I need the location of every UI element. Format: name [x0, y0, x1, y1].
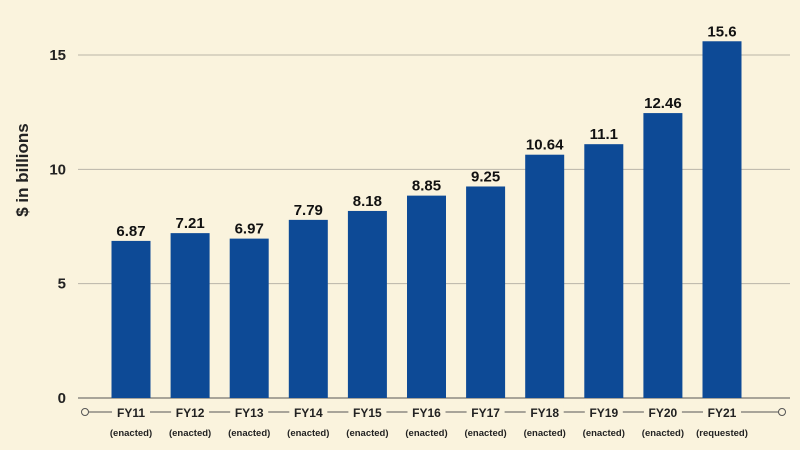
- x-label-backdrop: [171, 404, 210, 420]
- value-labels: 6.87 7.21 6.97 7.79 8.18 8.85 9.25 10.64 11.1 12.…: [116, 23, 736, 240]
- x-tick-label: FY13: [235, 406, 264, 420]
- bar-fy14: [288, 219, 328, 398]
- x-tick-sublabel: (enacted): [228, 428, 270, 439]
- value-label: 6.87: [116, 223, 145, 240]
- x-tick-label: FY18: [530, 406, 559, 420]
- y-tick-label: 15: [49, 47, 66, 64]
- x-tick-label: FY16: [412, 406, 441, 420]
- x-label-backdrop: [703, 404, 741, 420]
- x-tick-label: FY12: [176, 406, 205, 420]
- x-tick-label: FY14: [294, 406, 323, 420]
- x-label-backdrop: [289, 404, 328, 420]
- x-tick-label: FY11: [117, 406, 145, 420]
- value-label: 11.1: [590, 126, 618, 143]
- value-label: 15.6: [707, 23, 736, 40]
- x-tick-sublabel: (enacted): [169, 428, 211, 439]
- x-label-backdrop: [407, 404, 446, 420]
- y-tick-label: 10: [49, 161, 66, 178]
- value-label: 10.64: [526, 137, 564, 154]
- x-tick-label: FY19: [589, 406, 618, 420]
- bar-fy15: [347, 210, 387, 398]
- x-label-backdrop: [348, 404, 387, 420]
- x-tick-sublabel: (enacted): [583, 428, 625, 439]
- bar-fy12: [170, 233, 210, 398]
- x-tick-sublabel: (enacted): [405, 428, 447, 439]
- bar-fy19: [584, 144, 624, 398]
- bar-fy16: [407, 195, 446, 398]
- x-tick-label: FY20: [649, 406, 678, 420]
- y-tick-label: 5: [58, 276, 66, 293]
- x-label-backdrop: [230, 404, 269, 420]
- x-tick-sublabel: (enacted): [524, 428, 566, 439]
- x-axis-start-marker: [81, 408, 89, 416]
- value-label: 9.25: [471, 168, 500, 185]
- bar-fy13: [229, 238, 269, 398]
- y-axis-ticks: 0 5 10 15: [49, 47, 66, 407]
- bar-fy18: [525, 154, 565, 398]
- value-label: 12.46: [644, 95, 682, 112]
- x-tick-sublabel: (enacted): [287, 428, 329, 439]
- x-label-backdrop: [525, 404, 564, 420]
- bar-fy17: [466, 186, 506, 398]
- x-label-backdrop: [466, 404, 505, 420]
- x-label-backdrop: [643, 404, 682, 420]
- x-label-backdrop: [112, 404, 150, 420]
- x-tick-sublabel: (enacted): [642, 428, 684, 439]
- x-tick-sublabel: (enacted): [346, 428, 388, 439]
- value-label: 7.21: [175, 215, 204, 232]
- value-label: 8.18: [353, 193, 382, 210]
- bars: [111, 41, 742, 399]
- x-tick-sublabel: (enacted): [110, 428, 152, 439]
- bar-fy21: [702, 41, 742, 398]
- value-label: 6.97: [235, 221, 264, 238]
- value-label: 8.85: [412, 178, 441, 195]
- x-tick-label: FY15: [353, 406, 382, 420]
- bar-fy20: [643, 113, 683, 399]
- x-axis: FY11 (enacted) FY12 (enacted) FY13 (enacted) F…: [81, 404, 786, 439]
- y-axis-label: $ in billions: [13, 123, 32, 217]
- x-tick-label: FY21: [708, 406, 737, 420]
- x-tick-sublabel: (enacted): [464, 428, 506, 439]
- x-tick-sublabel: (requested): [696, 428, 748, 439]
- x-axis-end-marker: [778, 408, 786, 416]
- value-label: 7.79: [294, 202, 323, 219]
- y-tick-label: 0: [58, 390, 66, 407]
- x-tick-label: FY17: [471, 406, 500, 420]
- bar-fy11: [111, 240, 151, 398]
- x-label-backdrop: [584, 404, 623, 420]
